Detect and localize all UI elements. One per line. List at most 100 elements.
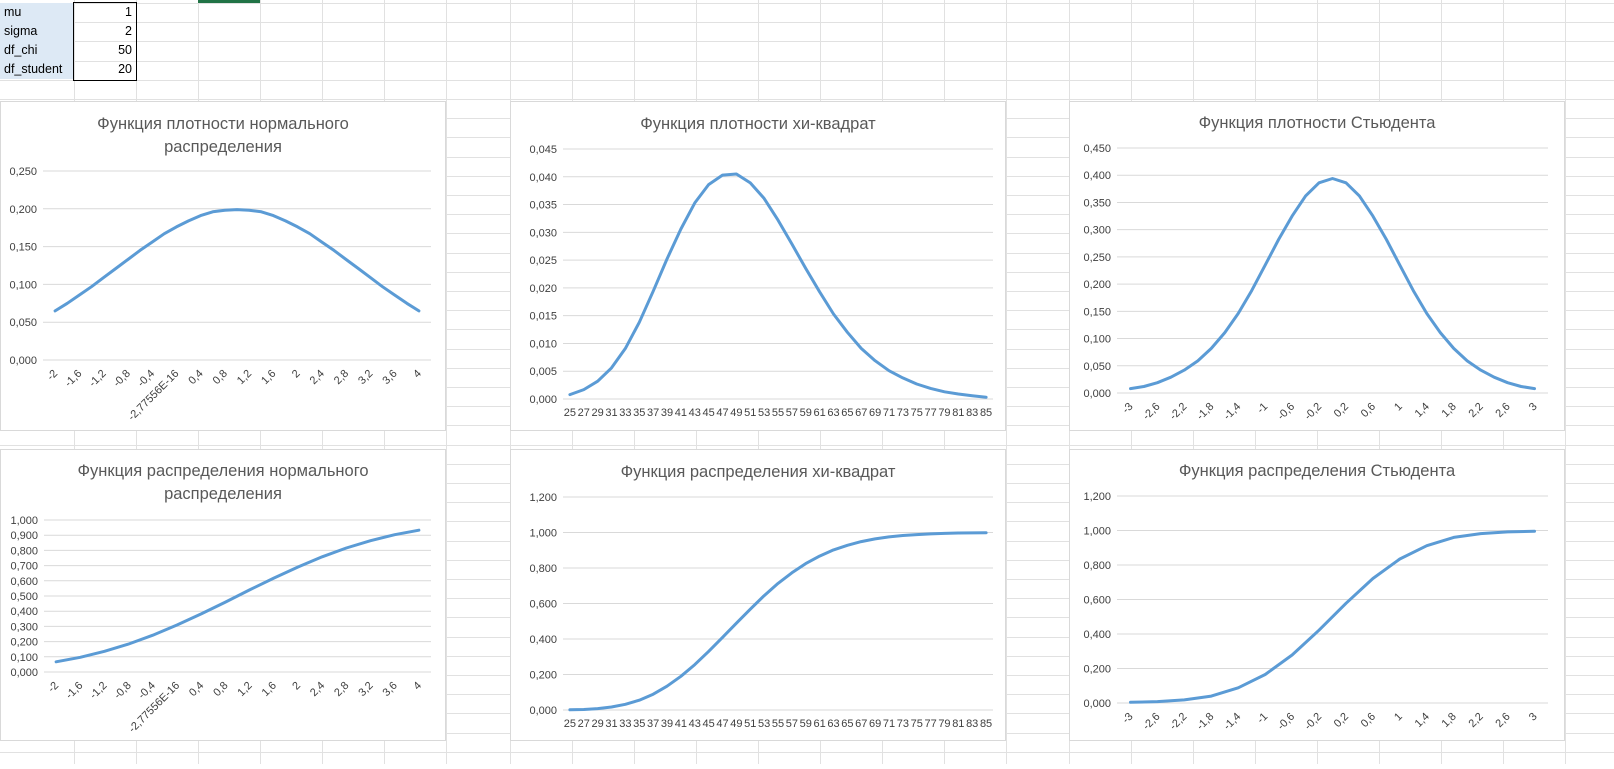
x-tick-label: 79 [938, 718, 950, 730]
x-tick-label: 75 [911, 718, 923, 730]
x-tick-label: -1,4 [1221, 711, 1243, 733]
series-line [1129, 177, 1536, 391]
x-tick-label: -1 [1255, 401, 1270, 416]
x-tick-label: 67 [855, 718, 867, 730]
x-tick-label: 0,6 [1359, 711, 1378, 730]
x-tick-label: -1,8 [1195, 401, 1217, 423]
x-tick-label: 41 [675, 718, 687, 730]
x-tick-label: 39 [661, 407, 673, 419]
y-tick-label: 1,000 [10, 515, 38, 527]
chart-title-line: распределения [164, 138, 282, 156]
x-tick-label: 59 [800, 407, 812, 419]
y-tick-label: 0,450 [1083, 143, 1111, 155]
x-tick-label: 51 [744, 407, 756, 419]
x-tick-label: 49 [730, 407, 742, 419]
chart-title-line: Функция плотности хи-квадрат [640, 115, 876, 133]
y-tick-label: 0,005 [529, 366, 557, 378]
param-name-sigma[interactable]: sigma [0, 22, 74, 41]
x-tick-label: -2 [46, 680, 61, 695]
y-tick-label: 0,900 [10, 530, 38, 542]
x-tick-label: 83 [966, 718, 978, 730]
y-tick-label: 0,200 [1083, 664, 1111, 676]
y-tick-label: 0,100 [1083, 334, 1111, 346]
x-tick-label: 81 [952, 718, 964, 730]
x-tick-label: 61 [813, 407, 825, 419]
chart-normal-cdf[interactable]: Функция распределения нормального распре… [0, 449, 446, 741]
x-tick-label: 41 [675, 407, 687, 419]
x-tick-label: -0,2 [1302, 711, 1324, 733]
y-tick-label: 0,250 [9, 166, 37, 178]
x-tick-label: 43 [689, 718, 701, 730]
param-value-df-student[interactable]: 20 [118, 62, 132, 76]
x-tick-label: 3,6 [381, 680, 400, 699]
x-tick-label: 25 [564, 718, 576, 730]
y-tick-label: 0,045 [529, 144, 557, 156]
x-tick-label: 65 [841, 718, 853, 730]
chart-chi-square-density[interactable]: Функция плотности хи-квадрат 0,000 0,005 0… [510, 101, 1006, 431]
chart-student-density[interactable]: Функция плотности Стьюдента 0,000 0,050 0,… [1069, 101, 1565, 431]
x-tick-label: 47 [716, 718, 728, 730]
x-tick-label: 63 [827, 407, 839, 419]
x-tick-label: 69 [869, 407, 881, 419]
x-tick-label: 2,2 [1466, 711, 1485, 730]
x-tick-label: 33 [619, 718, 631, 730]
param-value-mu[interactable]: 1 [125, 5, 132, 19]
y-tick-label: 0,350 [1083, 197, 1111, 209]
x-tick-label: 3 [1527, 711, 1540, 724]
chart-plot-area: 0,000 0,050 0,100 0,150 0,200 0,250 -2 -1,6 -1,2… [9, 166, 431, 423]
x-tick-label: 67 [855, 407, 867, 419]
x-tick-label: 29 [592, 407, 604, 419]
x-tick-label: 1,4 [1413, 401, 1432, 420]
y-tick-label: 0,100 [9, 279, 37, 291]
param-name-df-student[interactable]: df_student [0, 60, 74, 79]
param-name-mu[interactable]: mu [0, 3, 74, 22]
y-tick-label: 0,500 [10, 591, 38, 603]
active-cell-indicator [198, 0, 260, 3]
y-tick-label: 0,600 [529, 599, 557, 611]
x-tick-label: 27 [578, 407, 590, 419]
x-tick-label: 3,2 [356, 680, 375, 699]
chart-chi-square-cdf[interactable]: Функция распределения хи-квадрат 0,000 0,… [510, 449, 1006, 741]
x-tick-label: 31 [605, 718, 617, 730]
series-line [568, 531, 988, 712]
x-tick-label: 33 [619, 407, 631, 419]
chart-plot-area: 0,000 0,100 0,200 0,300 0,400 0,500 0,600 0,700… [10, 515, 431, 735]
x-tick-label: -2,6 [1141, 401, 1163, 423]
y-tick-label: 0,000 [1083, 698, 1111, 710]
param-name-df-chi[interactable]: df_chi [0, 41, 74, 60]
x-tick-label: -0,6 [1275, 401, 1297, 423]
y-tick-label: 0,200 [9, 204, 37, 216]
series-line [53, 208, 421, 313]
x-tick-label: 61 [813, 718, 825, 730]
chart-plot-area: 0,000 0,050 0,100 0,150 0,200 0,250 0,300 0,350… [1083, 143, 1548, 423]
chart-title: Функция распределения Стьюдента [1070, 460, 1564, 483]
x-tick-label: 2,6 [1493, 401, 1512, 420]
y-tick-label: 0,600 [10, 576, 38, 588]
x-tick-label: 45 [703, 407, 715, 419]
y-tick-label: 0,000 [529, 705, 557, 717]
chart-student-cdf[interactable]: Функция распределения Стьюдента 0,000 0,2… [1069, 449, 1565, 741]
x-tick-label: 49 [730, 718, 742, 730]
x-tick-label: 0,6 [1359, 401, 1378, 420]
x-tick-label: 2,4 [308, 680, 327, 699]
x-tick-label: 43 [689, 407, 701, 419]
y-tick-label: 0,800 [529, 563, 557, 575]
y-tick-label: 0,100 [10, 652, 38, 664]
x-tick-label: 47 [716, 407, 728, 419]
x-tick-label: 1,2 [235, 368, 254, 387]
chart-normal-density[interactable]: Функция плотности нормального распределе… [0, 101, 446, 431]
x-tick-label: 85 [980, 407, 992, 419]
chart-plot-area: 0,000 0,200 0,400 0,600 0,800 1,000 1,200 -3 -2,… [1083, 491, 1548, 733]
y-tick-label: 0,400 [529, 634, 557, 646]
x-tick-label: 27 [578, 718, 590, 730]
param-value-sigma[interactable]: 2 [125, 24, 132, 38]
x-tick-label: 35 [633, 407, 645, 419]
x-tick-label: 1,6 [259, 368, 278, 387]
x-tick-label: -1,8 [1195, 711, 1217, 733]
x-tick-label: 83 [966, 407, 978, 419]
y-tick-label: 0,025 [529, 255, 557, 267]
y-tick-label: 0,035 [529, 200, 557, 212]
param-value-df-chi[interactable]: 50 [118, 43, 132, 57]
series-line [1129, 529, 1536, 704]
x-tick-label: 81 [952, 407, 964, 419]
